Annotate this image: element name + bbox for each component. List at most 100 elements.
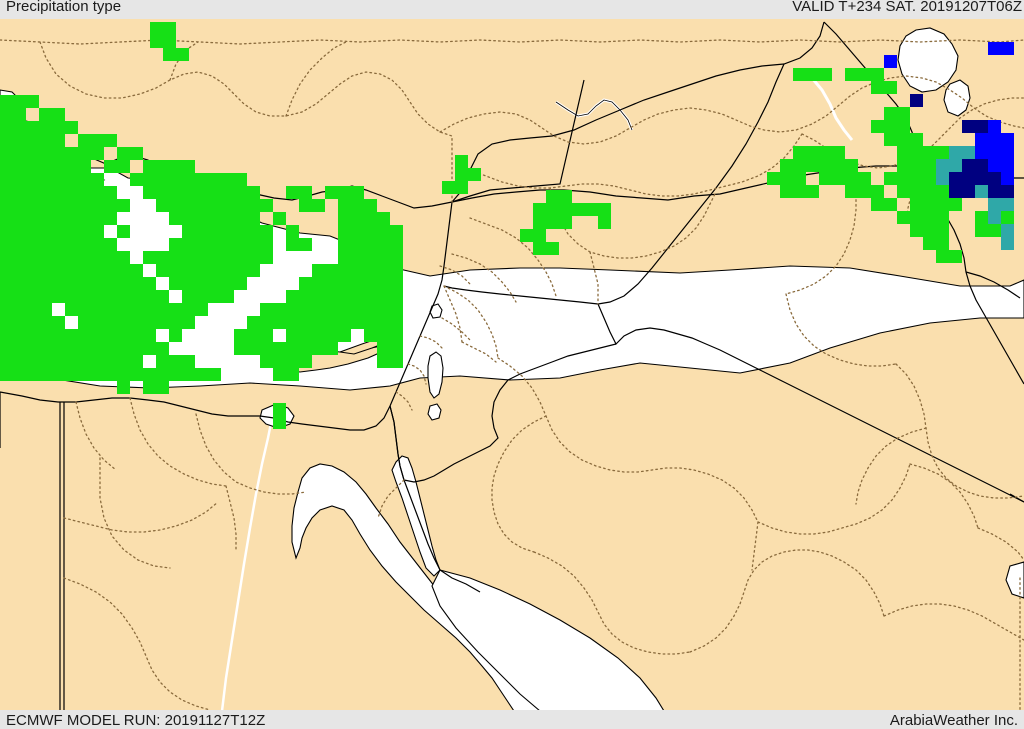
precip-cell bbox=[65, 264, 78, 277]
precip-cell bbox=[780, 172, 793, 185]
jordan-admin-1 bbox=[443, 285, 499, 359]
precip-cell bbox=[104, 355, 117, 368]
precip-cell bbox=[91, 329, 104, 342]
precip-cell bbox=[52, 160, 65, 173]
precip-cell bbox=[910, 159, 923, 172]
precip-cell bbox=[13, 316, 26, 329]
precip-cell bbox=[455, 155, 468, 168]
precip-cell bbox=[338, 212, 351, 225]
precip-cell bbox=[0, 290, 13, 303]
precip-cell bbox=[884, 172, 897, 185]
precip-cell bbox=[156, 199, 169, 212]
precip-cell bbox=[923, 159, 936, 172]
precip-cell bbox=[858, 185, 871, 198]
precip-cell bbox=[520, 229, 533, 242]
precip-cell bbox=[793, 68, 806, 81]
jordan-iraq-saudi-border bbox=[597, 303, 1024, 503]
precip-cell bbox=[975, 211, 988, 224]
precip-cell bbox=[65, 212, 78, 225]
precip-cell bbox=[117, 199, 130, 212]
precip-cell bbox=[143, 251, 156, 264]
precip-cell bbox=[39, 212, 52, 225]
precip-cell bbox=[39, 264, 52, 277]
precip-cell bbox=[104, 290, 117, 303]
precip-cell bbox=[104, 238, 117, 251]
precip-cell bbox=[26, 121, 39, 134]
precip-cell bbox=[26, 277, 39, 290]
precip-cell bbox=[338, 251, 351, 264]
precip-cell bbox=[91, 290, 104, 303]
precip-cell bbox=[390, 277, 403, 290]
precip-cell bbox=[377, 238, 390, 251]
precip-cell bbox=[299, 355, 312, 368]
valid-time-label: VALID T+234 SAT. 20191207T06Z bbox=[792, 0, 1022, 15]
israel-admin-3 bbox=[395, 391, 413, 411]
precip-cell bbox=[390, 316, 403, 329]
precip-cell bbox=[156, 186, 169, 199]
gulf-of-aqaba bbox=[391, 455, 441, 577]
precip-cell bbox=[247, 212, 260, 225]
precip-cell bbox=[221, 290, 234, 303]
precip-cell bbox=[117, 251, 130, 264]
precip-cell bbox=[819, 159, 832, 172]
precip-cell bbox=[0, 225, 13, 238]
precip-cell bbox=[143, 277, 156, 290]
precip-cell bbox=[169, 277, 182, 290]
precip-cell bbox=[52, 186, 65, 199]
precip-cell bbox=[130, 290, 143, 303]
precip-cell bbox=[897, 120, 910, 133]
precip-cell bbox=[286, 316, 299, 329]
precip-cell bbox=[52, 277, 65, 290]
precip-cell bbox=[78, 277, 91, 290]
precip-cell bbox=[26, 316, 39, 329]
precipitation-grid bbox=[0, 18, 1024, 711]
precip-cell bbox=[884, 198, 897, 211]
precip-cell bbox=[338, 329, 351, 342]
precip-cell bbox=[923, 146, 936, 159]
precip-cell bbox=[65, 121, 78, 134]
precip-cell bbox=[163, 48, 176, 61]
dead-sea-south bbox=[427, 403, 442, 421]
precip-cell bbox=[91, 173, 104, 186]
precip-cell bbox=[273, 355, 286, 368]
precip-cell bbox=[65, 303, 78, 316]
turkey-admin-5 bbox=[439, 75, 1024, 145]
precip-cell bbox=[39, 290, 52, 303]
precip-cell bbox=[923, 237, 936, 250]
syria-admin-3 bbox=[589, 251, 599, 305]
precip-cell bbox=[767, 172, 780, 185]
precip-cell bbox=[0, 121, 13, 134]
precip-cell bbox=[234, 251, 247, 264]
precip-cell bbox=[884, 107, 897, 120]
precip-cell bbox=[156, 264, 169, 277]
precip-cell bbox=[104, 160, 117, 173]
precip-cell bbox=[39, 199, 52, 212]
precip-cell bbox=[13, 355, 26, 368]
saudi-admin-8 bbox=[751, 521, 759, 571]
dead-sea bbox=[427, 351, 444, 399]
precip-cell bbox=[260, 355, 273, 368]
precip-cell bbox=[377, 212, 390, 225]
precip-cell bbox=[39, 251, 52, 264]
precip-cell bbox=[390, 238, 403, 251]
precip-cell bbox=[260, 251, 273, 264]
precip-cell bbox=[13, 173, 26, 186]
precip-cell bbox=[845, 68, 858, 81]
precip-cell bbox=[0, 355, 13, 368]
precip-cell bbox=[338, 238, 351, 251]
provider-credit: ArabiaWeather Inc. bbox=[889, 712, 1018, 729]
precip-cell bbox=[65, 355, 78, 368]
precip-cell bbox=[546, 203, 559, 216]
precip-cell bbox=[845, 172, 858, 185]
precip-cell bbox=[351, 290, 364, 303]
precip-cell bbox=[988, 185, 1001, 198]
precip-cell bbox=[260, 238, 273, 251]
precip-cell bbox=[1001, 133, 1014, 146]
precip-cell bbox=[910, 94, 923, 107]
precip-cell bbox=[163, 22, 176, 35]
precip-cell bbox=[156, 290, 169, 303]
precipitation-map[interactable]: .coast{fill:none;stroke:#000;stroke-widt… bbox=[0, 18, 1024, 711]
precip-cell bbox=[884, 81, 897, 94]
precip-cell bbox=[169, 264, 182, 277]
saudi-admin-6 bbox=[195, 413, 307, 495]
